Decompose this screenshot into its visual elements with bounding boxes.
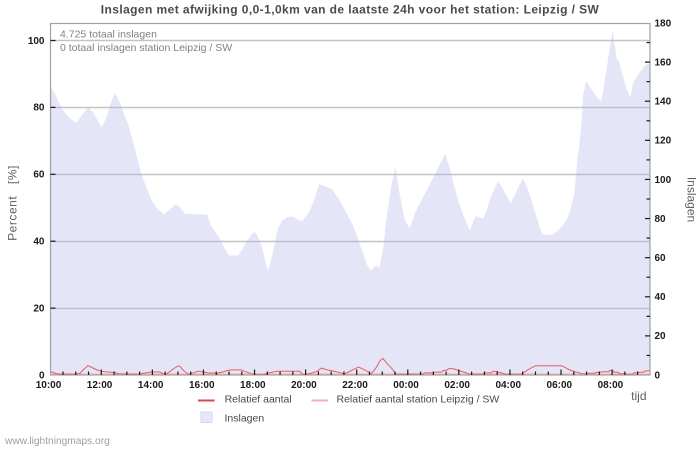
svg-text:60: 60 [33,170,45,181]
svg-text:40: 40 [33,237,45,248]
svg-text:12:00: 12:00 [87,380,113,391]
svg-text:20: 20 [655,331,667,342]
svg-text:06:00: 06:00 [547,380,573,391]
svg-text:10:00: 10:00 [36,380,62,391]
svg-text:tijd: tijd [631,389,646,403]
svg-text:40: 40 [655,292,667,303]
svg-text:www.lightningmaps.org: www.lightningmaps.org [4,436,110,447]
svg-text:14:00: 14:00 [138,380,164,391]
svg-text:160: 160 [655,57,672,68]
svg-text:80: 80 [33,103,45,114]
svg-text:20:00: 20:00 [291,380,317,391]
svg-text:Inslagen: Inslagen [225,413,265,425]
svg-text:Percent [%]: Percent [%] [6,165,20,241]
svg-text:20: 20 [33,303,45,314]
svg-text:00:00: 00:00 [393,380,419,391]
svg-text:Relatief aantal: Relatief aantal [225,393,292,405]
svg-text:02:00: 02:00 [444,380,470,391]
svg-text:100: 100 [28,36,45,47]
svg-text:0: 0 [39,370,45,381]
svg-text:04:00: 04:00 [495,380,521,391]
svg-text:80: 80 [655,214,667,225]
svg-text:Relatief aantal station Leipzi: Relatief aantal station Leipzig / SW [337,393,500,405]
svg-text:22:00: 22:00 [342,380,368,391]
svg-text:Inslagen: Inslagen [685,177,699,222]
svg-text:18:00: 18:00 [240,380,266,391]
svg-text:08:00: 08:00 [598,380,624,391]
svg-text:0: 0 [655,370,661,381]
svg-text:100: 100 [655,175,672,186]
svg-text:0 totaal inslagen station Leip: 0 totaal inslagen station Leipzig / SW [60,42,232,54]
svg-text:60: 60 [655,253,667,264]
svg-text:4.725 totaal inslagen: 4.725 totaal inslagen [60,29,157,41]
svg-text:140: 140 [655,97,672,108]
svg-text:180: 180 [655,18,672,29]
svg-text:120: 120 [655,136,672,147]
svg-text:16:00: 16:00 [189,380,215,391]
svg-text:Inslagen met afwijking 0,0-1,0: Inslagen met afwijking 0,0-1,0km van de … [101,3,600,17]
